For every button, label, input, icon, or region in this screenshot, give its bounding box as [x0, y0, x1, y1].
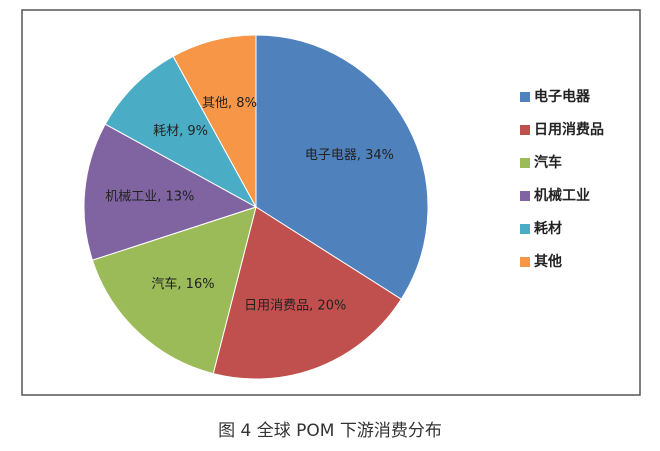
pie-slice — [172, 34, 257, 208]
pie-slice — [83, 123, 258, 261]
legend-swatch — [520, 125, 530, 135]
pie-slice — [255, 34, 429, 300]
legend-label: 机械工业 — [534, 187, 590, 204]
data-label: 机械工业, 13% — [105, 189, 194, 204]
legend-swatch — [520, 224, 530, 234]
legend-label: 耗材 — [534, 220, 562, 237]
data-label: 电子电器, 34% — [305, 148, 394, 163]
pie-slice — [212, 206, 402, 380]
legend-swatch — [520, 92, 530, 102]
data-label: 耗材, 9% — [153, 124, 208, 139]
pie-slice — [104, 55, 258, 209]
chart-title: 图 4 全球 POM 下游消费分布 — [218, 421, 442, 441]
legend-label: 电子电器 — [534, 88, 591, 105]
legend-label: 其他 — [534, 253, 562, 270]
legend-label: 汽车 — [534, 154, 562, 171]
legend-swatch — [520, 191, 530, 201]
legend-swatch — [520, 158, 530, 168]
legend-swatch — [520, 257, 530, 267]
data-label: 汽车, 16% — [151, 276, 214, 292]
data-label: 其他, 8% — [202, 96, 257, 111]
legend-label: 日用消费品 — [534, 121, 604, 138]
data-label: 日用消费品, 20% — [244, 299, 346, 314]
pie-slice — [91, 206, 257, 375]
